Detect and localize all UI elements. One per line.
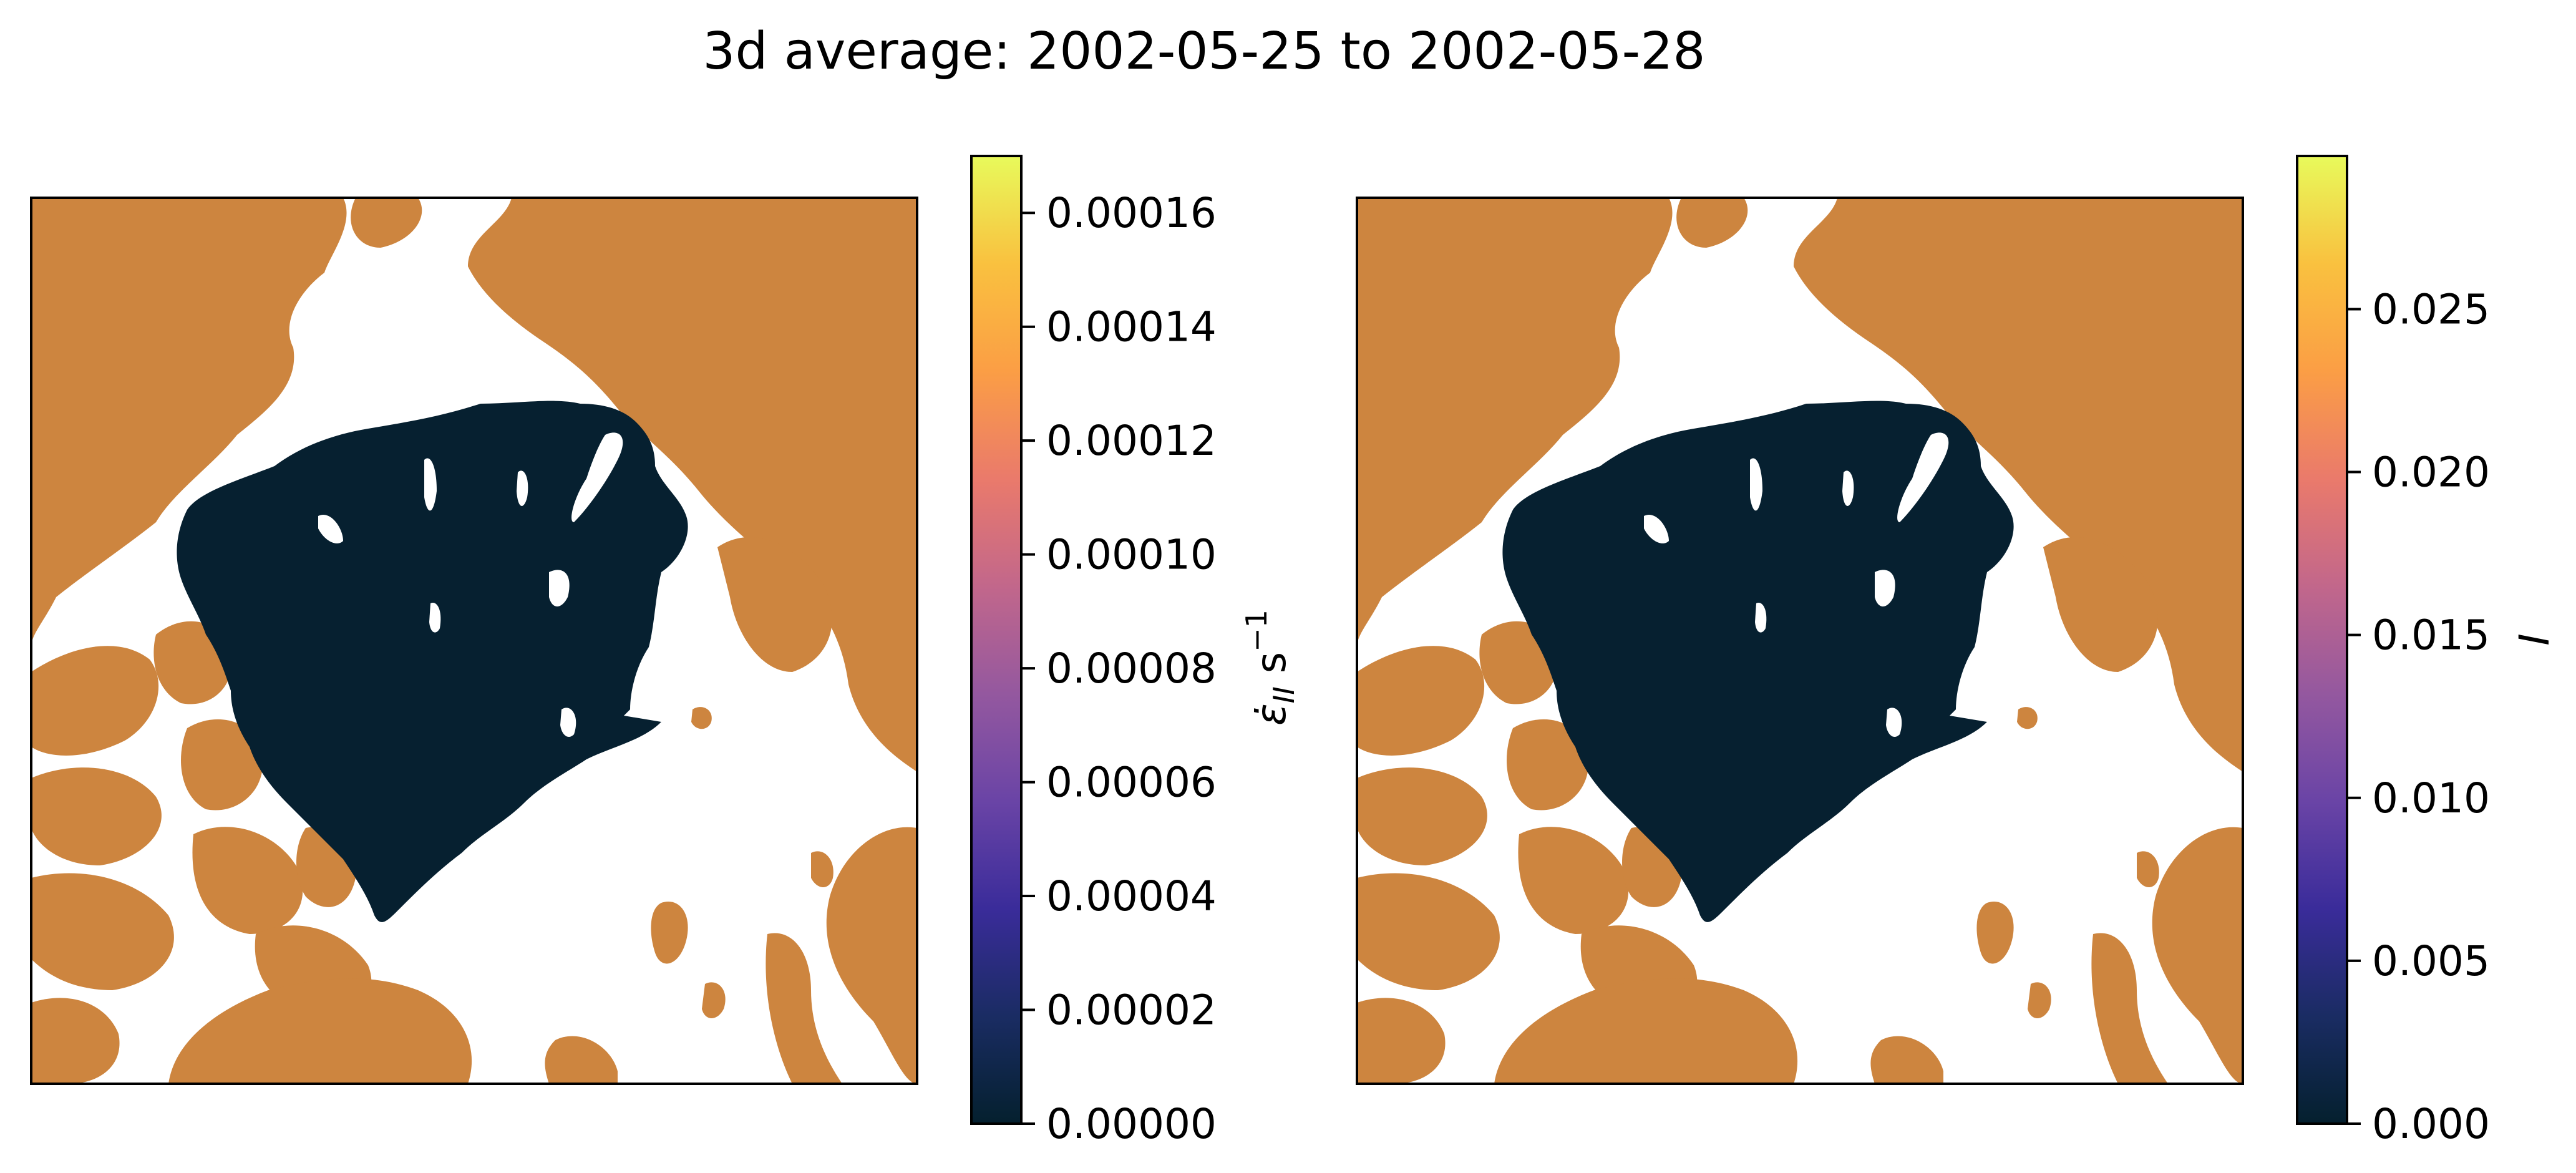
cb1-label-sub: II	[1267, 686, 1301, 703]
colorbar-tick-label: 0.00006	[1046, 759, 1217, 807]
colorbar-intermittency-label: I	[2510, 633, 2559, 645]
colorbar-intermittency-ticks: 0.000 0.005 0.010 0.015 0.020 0.025	[2347, 285, 2490, 1148]
colorbar-tick-label: 0.00000	[1046, 1100, 1217, 1148]
cb1-label-unit: s	[1247, 652, 1295, 686]
colorbar-tick-label: 0.00002	[1046, 986, 1217, 1034]
map-panel-intermittency-frame	[1356, 197, 2244, 1085]
map-panel-strain-rate-frame	[30, 197, 918, 1085]
colorbar-tick-label: 0.00004	[1046, 872, 1217, 920]
colorbar-strain-rate: 0.00000 0.00002 0.00004 0.00006 0.00008 0.000…	[970, 155, 1217, 1148]
figure-title: 3d average: 2002-05-25 to 2002-05-28	[702, 22, 1705, 81]
map-panel-strain-rate	[30, 197, 918, 1085]
colorbar-strain-rate-bar	[970, 155, 1023, 1125]
colorbar-tick-label: 0.00014	[1046, 303, 1217, 351]
colorbar-strain-rate-ticks: 0.00000 0.00002 0.00004 0.00006 0.00008 0.000…	[1021, 189, 1217, 1148]
colorbar-tick-label: 0.000	[2372, 1100, 2490, 1148]
colorbar-intermittency-bar	[2296, 155, 2348, 1125]
colorbar-tick-label: 0.005	[2372, 937, 2490, 985]
colorbar-tick-label: 0.010	[2372, 774, 2490, 822]
cb1-label-sup: −1	[1240, 610, 1273, 652]
colorbar-strain-rate-label-text: ε̇II s−1	[1240, 610, 1301, 726]
colorbar-tick-label: 0.00010	[1046, 531, 1217, 579]
colorbar-tick-label: 0.015	[2372, 611, 2490, 660]
colorbar-tick-label: 0.025	[2372, 285, 2490, 333]
colorbar-intermittency: 0.000 0.005 0.010 0.015 0.020 0.025	[2296, 155, 2490, 1148]
map-panel-intermittency	[1356, 197, 2244, 1085]
colorbar-tick-label: 0.00016	[1046, 189, 1217, 237]
colorbar-tick-label: 0.020	[2372, 449, 2490, 497]
colorbar-tick-label: 0.00012	[1046, 417, 1217, 465]
colorbar-tick-label: 0.00008	[1046, 645, 1217, 693]
cb1-label-main: ε̇	[1247, 703, 1295, 726]
